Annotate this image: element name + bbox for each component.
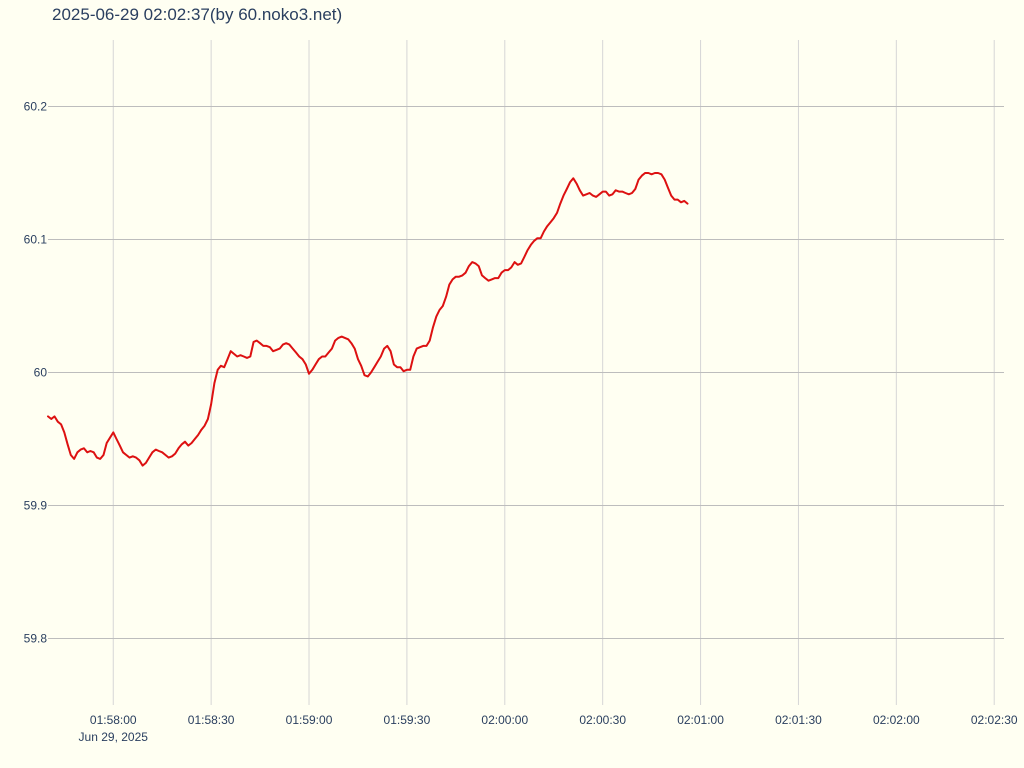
- x-tick-label: 02:00:00: [481, 713, 528, 727]
- x-tick-date-label: Jun 29, 2025: [79, 730, 149, 744]
- y-tick-label: 60.1: [24, 233, 48, 247]
- y-tick-label: 60: [34, 366, 48, 380]
- x-tick-label: 02:00:30: [579, 713, 626, 727]
- x-tick-label: 01:58:00: [90, 713, 137, 727]
- x-axis-labels: 01:58:00 Jun 29, 2025 01:58:30 01:59:00 01:5…: [79, 713, 1018, 744]
- y-tick-label: 59.8: [24, 632, 48, 646]
- y-tick-label: 60.2: [24, 100, 48, 114]
- series-group: [47, 172, 689, 467]
- y-tick-label: 59.9: [24, 499, 48, 513]
- x-tick-label: 01:58:30: [188, 713, 235, 727]
- x-tick-label: 01:59:00: [286, 713, 333, 727]
- y-grid: [48, 106, 1004, 639]
- x-tick-label: 02:02:00: [873, 713, 920, 727]
- series-line: [47, 172, 689, 467]
- x-tick-label: 02:01:00: [677, 713, 724, 727]
- x-tick-label: 02:02:30: [971, 713, 1018, 727]
- x-tick-label: 02:01:30: [775, 713, 822, 727]
- x-tick-label: 01:59:30: [384, 713, 431, 727]
- y-axis-labels: 59.8 59.9 60 60.1 60.2: [24, 100, 48, 646]
- chart-title: 2025-06-29 02:02:37(by 60.noko3.net): [52, 5, 343, 24]
